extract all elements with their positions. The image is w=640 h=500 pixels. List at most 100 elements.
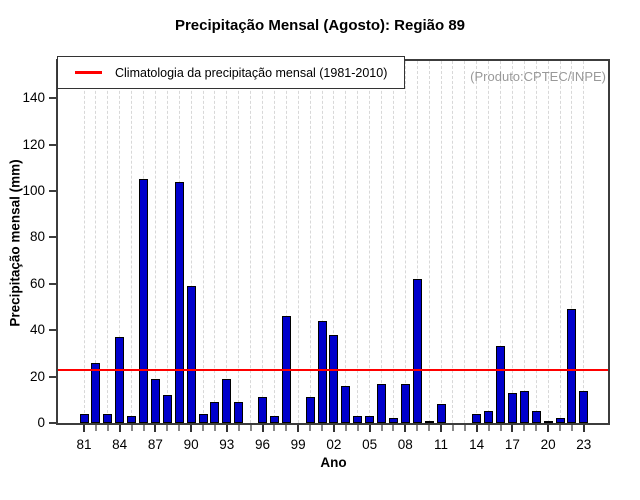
x-tick-98: [285, 425, 288, 431]
x-tick-94: [237, 425, 240, 431]
plot-area: [56, 59, 610, 425]
y-tick-label-40: 40: [29, 322, 45, 338]
bar-05: [365, 416, 375, 423]
bar-88: [162, 395, 172, 423]
gridline-90: [190, 61, 192, 423]
x-tick-05: [368, 425, 371, 432]
x-tick-16: [499, 425, 502, 431]
x-tick-17: [511, 425, 514, 432]
x-tick-12: [451, 425, 454, 431]
bar-94: [234, 402, 244, 423]
gridline-15: [488, 61, 490, 423]
gridline-23: [583, 61, 585, 423]
gridline-93: [226, 61, 228, 423]
x-tick-04: [356, 425, 359, 431]
x-tick-label-93: 93: [219, 437, 235, 452]
bar-84: [115, 337, 125, 423]
y-tick-140: [49, 97, 56, 100]
gridline-96: [262, 61, 263, 423]
x-tick-09: [416, 425, 419, 431]
bar-93: [222, 379, 232, 423]
x-tick-07: [392, 425, 395, 431]
x-tick-label-81: 81: [76, 437, 92, 452]
gridline-94: [238, 61, 240, 423]
gridline-91: [202, 61, 204, 423]
x-tick-03: [344, 425, 347, 431]
gridline-88: [166, 61, 168, 423]
gridline-04: [357, 61, 359, 423]
bar-82: [91, 363, 101, 423]
x-tick-97: [273, 425, 276, 431]
gridline-00: [309, 61, 311, 423]
bar-02: [329, 335, 339, 423]
bar-16: [496, 346, 505, 423]
x-tick-label-05: 05: [362, 437, 378, 452]
gridline-19: [535, 61, 537, 423]
x-tick-85: [130, 425, 133, 431]
gridline-14: [476, 61, 478, 423]
y-tick-label-140: 140: [22, 90, 45, 106]
y-tick-60: [49, 282, 56, 285]
x-tick-label-23: 23: [576, 437, 592, 452]
gridline-83: [107, 61, 109, 423]
x-tick-84: [118, 425, 121, 432]
gridline-20: [547, 61, 549, 423]
bar-09: [412, 279, 422, 423]
bar-22: [567, 309, 577, 423]
gridline-84: [119, 61, 121, 423]
x-tick-label-20: 20: [540, 437, 556, 452]
bar-17: [507, 393, 517, 423]
climatology-line: [58, 368, 608, 371]
y-tick-label-20: 20: [29, 368, 45, 384]
legend-label: Climatologia da precipitação mensal (198…: [115, 65, 388, 80]
gridline-92: [214, 61, 216, 423]
gridline-81: [83, 61, 85, 423]
x-tick-08: [404, 425, 407, 432]
x-tick-22: [570, 425, 573, 431]
bar-01: [317, 321, 327, 423]
x-tick-label-87: 87: [147, 437, 163, 452]
bar-08: [400, 384, 410, 423]
gridline-06: [381, 61, 382, 423]
gridline-07: [392, 61, 394, 423]
bar-85: [127, 416, 137, 423]
gridline-02: [333, 61, 335, 423]
y-tick-100: [49, 189, 56, 192]
bar-14: [472, 414, 482, 423]
bar-97: [269, 416, 279, 423]
y-tick-label-60: 60: [29, 275, 45, 291]
gridline-03: [345, 61, 347, 423]
gridline-99: [297, 61, 299, 423]
bar-18: [519, 391, 529, 423]
gridline-09: [416, 61, 418, 423]
x-tick-93: [225, 425, 228, 432]
x-tick-label-11: 11: [433, 437, 448, 452]
bar-03: [341, 386, 351, 423]
gridline-82: [95, 61, 97, 423]
gridline-01: [321, 61, 323, 423]
bar-86: [139, 179, 148, 423]
bar-89: [174, 182, 184, 423]
y-axis-title: Precipitação mensal (mm): [7, 159, 23, 327]
gridline-11: [440, 61, 442, 423]
x-tick-13: [463, 425, 466, 431]
bar-11: [436, 404, 446, 423]
y-tick-80: [49, 236, 56, 239]
gridline-97: [273, 61, 275, 423]
gridline-18: [523, 61, 525, 423]
x-tick-20: [547, 425, 550, 432]
x-tick-label-99: 99: [290, 437, 306, 452]
x-tick-92: [213, 425, 216, 431]
bar-07: [388, 418, 398, 423]
x-tick-99: [297, 425, 300, 432]
bar-19: [531, 411, 541, 423]
bar-06: [377, 384, 386, 423]
gridline-12: [452, 61, 454, 423]
x-axis-title: Ano: [320, 455, 347, 470]
y-tick-40: [49, 329, 56, 332]
x-tick-01: [321, 425, 323, 431]
gridline-13: [464, 61, 466, 423]
bar-15: [484, 411, 494, 423]
y-tick-label-100: 100: [22, 182, 45, 198]
gridline-08: [404, 61, 406, 423]
